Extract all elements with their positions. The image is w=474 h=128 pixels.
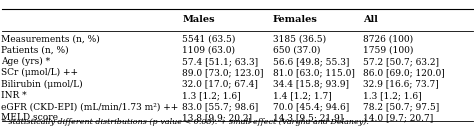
- Text: 1759 (100): 1759 (100): [363, 46, 413, 55]
- Text: Age (yrs) *: Age (yrs) *: [1, 57, 51, 66]
- Text: 57.2 [50.7; 63.2]: 57.2 [50.7; 63.2]: [363, 57, 438, 66]
- Text: All: All: [363, 15, 377, 24]
- Text: MELD score: MELD score: [1, 113, 58, 122]
- Text: 81.0 [63.0; 115.0]: 81.0 [63.0; 115.0]: [273, 68, 355, 77]
- Text: eGFR (CKD-EPI) (mL/min/1.73 m²) ++: eGFR (CKD-EPI) (mL/min/1.73 m²) ++: [1, 102, 179, 111]
- Text: SCr (μmol/L) ++: SCr (μmol/L) ++: [1, 68, 78, 77]
- Text: 1.3 [1.2; 1.6]: 1.3 [1.2; 1.6]: [182, 91, 241, 100]
- Text: 1.3 [1.2; 1.6]: 1.3 [1.2; 1.6]: [363, 91, 421, 100]
- Text: Females: Females: [273, 15, 318, 24]
- Text: 14.3 [9.5; 21.9]: 14.3 [9.5; 21.9]: [273, 113, 343, 122]
- Text: * statistically different distributions (p-value < 0.05). + small effect (Vargha: * statistically different distributions …: [2, 118, 369, 126]
- Text: 34.4 [15.8; 93.9]: 34.4 [15.8; 93.9]: [273, 80, 348, 89]
- Text: Patients (n, %): Patients (n, %): [1, 46, 69, 55]
- Text: Measurements (n, %): Measurements (n, %): [1, 35, 100, 44]
- Text: Bilirubin (μmol/L): Bilirubin (μmol/L): [1, 79, 83, 89]
- Text: INR *: INR *: [1, 91, 27, 100]
- Text: 70.0 [45.4; 94.6]: 70.0 [45.4; 94.6]: [273, 102, 349, 111]
- Text: 89.0 [73.0; 123.0]: 89.0 [73.0; 123.0]: [182, 68, 264, 77]
- Text: Males: Males: [182, 15, 215, 24]
- Text: 32.9 [16.6; 73.7]: 32.9 [16.6; 73.7]: [363, 80, 438, 89]
- Text: 1109 (63.0): 1109 (63.0): [182, 46, 236, 55]
- Text: 8726 (100): 8726 (100): [363, 35, 413, 44]
- Text: 14.0 [9.7; 20.7]: 14.0 [9.7; 20.7]: [363, 113, 433, 122]
- Text: 1.4 [1.2; 1.7]: 1.4 [1.2; 1.7]: [273, 91, 331, 100]
- Text: 5541 (63.5): 5541 (63.5): [182, 35, 236, 44]
- Text: 3185 (36.5): 3185 (36.5): [273, 35, 326, 44]
- Text: 32.0 [17.0; 67.4]: 32.0 [17.0; 67.4]: [182, 80, 258, 89]
- Text: 57.4 [51.1; 63.3]: 57.4 [51.1; 63.3]: [182, 57, 259, 66]
- Text: 78.2 [50.7; 97.5]: 78.2 [50.7; 97.5]: [363, 102, 439, 111]
- Text: 86.0 [69.0; 120.0]: 86.0 [69.0; 120.0]: [363, 68, 444, 77]
- Text: 56.6 [49.8; 55.3]: 56.6 [49.8; 55.3]: [273, 57, 349, 66]
- Text: 13.8 [9.9; 20.2]: 13.8 [9.9; 20.2]: [182, 113, 253, 122]
- Text: 83.0 [55.7; 98.6]: 83.0 [55.7; 98.6]: [182, 102, 259, 111]
- Text: 650 (37.0): 650 (37.0): [273, 46, 320, 55]
